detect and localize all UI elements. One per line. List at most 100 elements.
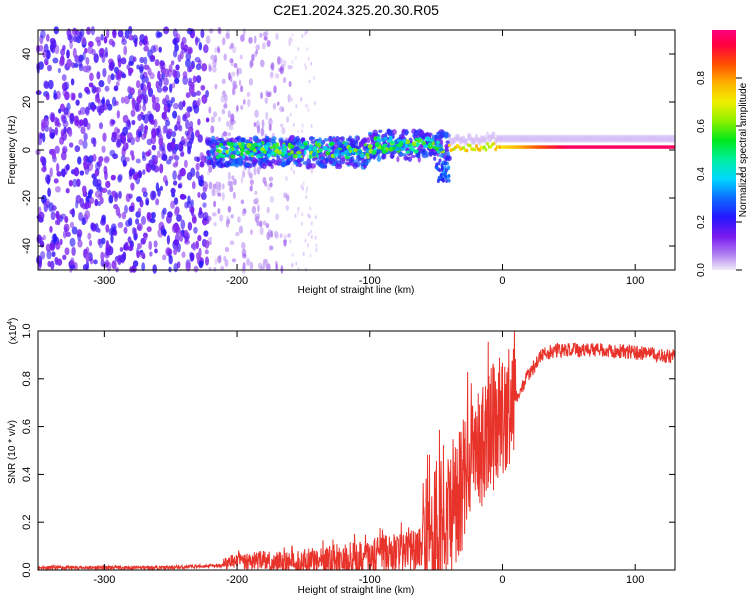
spectrogram-cell — [309, 136, 316, 140]
spectrogram-cell — [127, 93, 133, 100]
spectrogram-cell — [348, 146, 352, 151]
spectrogram-cell — [141, 74, 146, 85]
spectrogram-cell — [207, 240, 212, 246]
spectrogram-cell — [541, 134, 546, 143]
spectrogram-cell — [346, 152, 352, 157]
spectrogram-cell — [113, 203, 119, 210]
spectrogram-cell — [386, 139, 391, 143]
spectrogram-cell — [310, 140, 317, 144]
spectrogram-cell — [172, 180, 178, 186]
spectrogram-cell — [166, 248, 173, 256]
spectrogram-cell — [205, 117, 210, 123]
spectrogram-cell — [312, 157, 318, 161]
spectrogram-cell — [247, 168, 251, 176]
spectrogram-cell — [221, 37, 226, 46]
spectrogram-cell — [155, 182, 160, 192]
spectrogram-cell — [530, 134, 534, 143]
spectrogram-cell — [62, 230, 67, 239]
spectrogram-cell — [101, 98, 105, 105]
spectrogram-cell — [192, 75, 197, 83]
spectrogram-cell — [290, 97, 293, 102]
spectrogram-cell — [49, 242, 56, 251]
spectrogram-cell — [495, 134, 499, 143]
spectrogram-cell — [64, 247, 70, 256]
spectrogram-cell — [630, 134, 635, 143]
spectrogram-cell — [154, 59, 160, 67]
spectrogram-cell — [63, 223, 70, 233]
spectrogram-cell — [146, 226, 152, 233]
spectrogram-cell — [355, 135, 360, 141]
spectrogram-cell — [107, 189, 112, 196]
spectrogram-cell — [575, 134, 579, 143]
spectrogram-cell — [388, 135, 393, 141]
spectrogram-cell — [242, 98, 246, 105]
spectrogram-cell — [302, 181, 305, 186]
spectrogram-cell — [377, 149, 383, 154]
spectrogram-cell — [236, 104, 239, 112]
spectrogram-cell — [159, 163, 164, 174]
spectrogram-cell — [98, 122, 104, 130]
spectrogram-cell — [299, 98, 302, 103]
spectrogram-cell — [223, 53, 227, 61]
spectrogram-cell — [151, 211, 156, 219]
spectrogram-cell — [176, 261, 181, 269]
spectrogram-cell — [195, 162, 200, 171]
spectrogram-cell — [211, 212, 217, 217]
spectrogram-cell — [285, 204, 290, 211]
spectrogram-cell — [221, 108, 226, 115]
spectrogram-cell — [69, 209, 74, 215]
spectrogram-cell — [627, 134, 631, 143]
spectrogram-cell — [51, 45, 55, 54]
spectrogram-cell — [301, 129, 303, 133]
spectrogram-cell — [374, 141, 380, 147]
spectrogram-cell — [619, 134, 624, 143]
spectrogram-cell — [580, 134, 584, 143]
spectrogram-cell — [249, 261, 254, 270]
spectrogram-cell — [191, 213, 197, 224]
spectrogram-cell — [141, 151, 146, 159]
spectrogram-cell — [295, 104, 298, 109]
spectrogram-cell — [202, 181, 209, 191]
spectrogram-cell — [171, 131, 177, 138]
spectrogram-cell — [103, 251, 110, 259]
spectrogram-cell — [166, 100, 173, 108]
spectrogram-cell — [137, 88, 142, 98]
spectrogram-cell — [148, 240, 153, 251]
spectrogram-cell — [373, 136, 378, 141]
spectrogram-cell — [65, 231, 71, 237]
spectrogram-cell — [59, 215, 64, 222]
spectrogram-cell — [132, 173, 139, 181]
spectrogram-cell — [312, 145, 318, 152]
spectrogram-cell — [297, 206, 300, 211]
spectrogram-cell — [654, 134, 659, 143]
spectrogram-cell — [242, 262, 246, 271]
spectrogram-cell — [307, 213, 310, 218]
spectrogram-cell — [35, 90, 42, 96]
spectrogram-cell — [564, 134, 568, 143]
spectrogram-cell — [344, 142, 348, 147]
spectrogram-cell — [249, 59, 253, 69]
spectrogram-cell — [69, 221, 75, 228]
spectrogram-cell — [667, 134, 671, 143]
spectrogram-cell — [509, 134, 514, 143]
spectrogram-cell — [408, 143, 413, 148]
spectrogram-cell — [283, 192, 288, 199]
spectrogram-cell — [500, 134, 504, 143]
spectrogram-cell — [180, 219, 186, 230]
spectrogram-cell — [332, 143, 339, 151]
spectrogram-cell — [69, 142, 74, 148]
spectrogram-cell — [470, 136, 474, 145]
spectrogram-cell — [85, 260, 90, 271]
spectrogram-cell — [257, 262, 263, 269]
spectrogram-cell — [54, 145, 60, 154]
spectrogram-cell — [172, 152, 177, 159]
spectrogram-cell — [179, 193, 186, 200]
spectrogram-cell — [248, 36, 253, 44]
spectrogram-cell — [302, 252, 305, 256]
spectrogram-cell — [232, 142, 238, 147]
spectrogram-cell — [172, 110, 178, 119]
spectrogram-cell — [94, 169, 99, 177]
spectrogram-cell — [259, 266, 264, 271]
top-x-ticks: -300 -200 -100 0 100 — [93, 30, 644, 287]
spectrogram-cell — [230, 154, 236, 159]
